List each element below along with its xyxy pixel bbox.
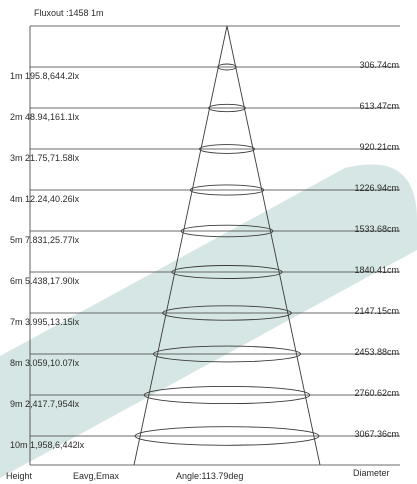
row-eavg-emax: 3.059,10.07lx [25,358,80,368]
beam-ellipse [208,103,246,113]
row-eavg-emax: 21.75,71.58lx [25,153,80,163]
row-height: 4m [10,194,23,204]
beam-ellipse [162,305,292,321]
row-height: 7m [10,317,23,327]
row-height-values-label: 4m 12.24,40.26lx [10,194,79,204]
row-eavg-emax: 1,958,6,442lx [30,440,85,450]
row-diameter: 2147.15cm [354,306,399,316]
row-diameter: 920.21cm [359,142,399,152]
row-height-values-label: 2m 48.94,161.1lx [10,112,79,122]
beam-cone [133,25,321,466]
row-height-values-label: 5m 7.831,25.77lx [10,235,79,245]
row-height-values-label: 6m 5.438,17.90lx [10,276,79,286]
row-height: 3m [10,153,23,163]
row-eavg-emax: 5.438,17.90lx [25,276,80,286]
row-height-values-label: 3m 21.75,71.58lx [10,153,79,163]
row-diameter: 2760.62cm [354,388,399,398]
row-height-values-label: 1m 195.8,644.2lx [10,71,79,81]
row-diameter: 1533.68cm [354,224,399,234]
eavg-emax-column-label: Eavg,Emax [73,471,120,481]
beam-ellipse [180,224,274,238]
height-column-label: Height [6,471,33,481]
row-diameter: 613.47cm [359,101,399,111]
row-height: 1m [10,71,23,81]
row-height: 5m [10,235,23,245]
flux-label: Fluxout :1458 1m [34,8,104,18]
diameter-column-label: Diameter [353,468,390,478]
row-eavg-emax: 3.995,13.15lx [25,317,80,327]
diagonal-band [0,164,417,478]
row-height: 6m [10,276,23,286]
beam-ellipse [143,385,311,405]
beam-ellipse [189,184,265,196]
beam-ellipse [198,144,256,154]
row-height: 9m [10,399,23,409]
diagram-frame [29,25,400,466]
beam-ellipse [134,426,320,446]
watermark-band [0,164,417,478]
beam-ellipse [171,265,283,279]
row-height-values-label: 9m 2,417.7,954lx [10,399,79,409]
row-height-values-label: 8m 3.059,10.07lx [10,358,79,368]
beam-ellipse [217,63,237,71]
row-eavg-emax: 7.831,25.77lx [25,235,80,245]
row-height: 10m [10,440,28,450]
beam-angle-label: Angle:113.79deg [176,471,244,481]
row-diameter: 1226.94cm [354,183,399,193]
row-height: 8m [10,358,23,368]
beam-ellipse [152,345,302,363]
row-diameter: 306.74cm [359,60,399,70]
row-eavg-emax: 48.94,161.1lx [25,112,80,122]
row-eavg-emax: 195.8,644.2lx [25,71,80,81]
row-height-values-label: 7m 3.995,13.15lx [10,317,79,327]
row-eavg-emax: 2,417.7,954lx [25,399,80,409]
row-diameter: 3067.36cm [354,429,399,439]
row-diameter: 2453.88cm [354,347,399,357]
row-height-values-label: 10m 1,958,6,442lx [10,440,84,450]
row-height: 2m [10,112,23,122]
row-diameter: 1840.41cm [354,265,399,275]
row-eavg-emax: 12.24,40.26lx [25,194,80,204]
